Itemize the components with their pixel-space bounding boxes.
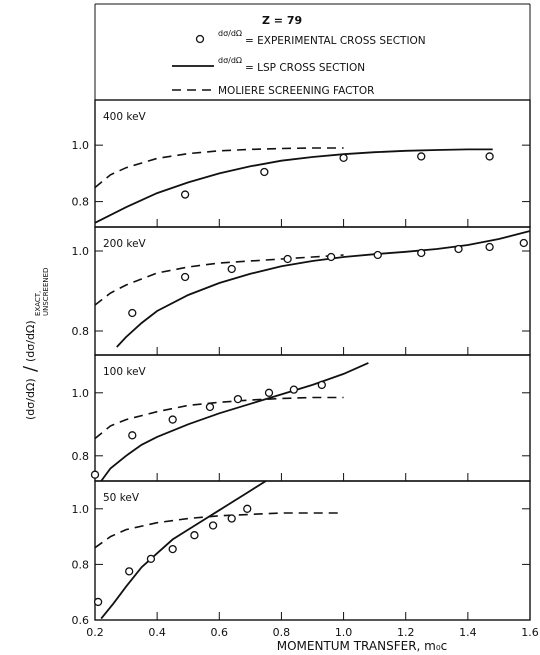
moliere-curve bbox=[94, 512, 344, 549]
experimental-point bbox=[190, 531, 199, 540]
experimental-point bbox=[289, 385, 299, 394]
experimental-point bbox=[227, 514, 236, 523]
legend-frac-2: dσ/dΩ bbox=[218, 56, 242, 65]
experimental-point bbox=[180, 272, 190, 282]
y-tick-label: 0.8 bbox=[72, 558, 90, 571]
y-tick-label: 1.0 bbox=[72, 139, 90, 152]
y-axis-title-sub-bottom: UNSCREENED bbox=[42, 268, 50, 316]
x-tick-label: 1.0 bbox=[335, 626, 353, 639]
panel-label: 50 keV bbox=[103, 492, 140, 504]
legend-z-label: Z = 79 bbox=[262, 14, 302, 27]
moliere-curve bbox=[94, 254, 344, 306]
x-tick-label: 0.6 bbox=[211, 626, 229, 639]
lsp-curve bbox=[94, 148, 493, 224]
legend: Z = 79 dσ/dΩ = EXPERIMENTAL CROSS SECTIO… bbox=[172, 14, 426, 97]
panel-frame bbox=[94, 480, 531, 621]
experimental-point bbox=[168, 415, 177, 424]
legend-item-moliere: MOLIERE SCREENING FACTOR bbox=[218, 85, 374, 97]
experimental-point bbox=[485, 152, 494, 161]
experimental-point bbox=[317, 380, 326, 390]
x-tick-label: 0.8 bbox=[273, 626, 291, 639]
experimental-point bbox=[128, 308, 137, 318]
experimental-point bbox=[205, 402, 215, 412]
y-axis-title-slash: / bbox=[20, 365, 41, 372]
panel-frame bbox=[94, 354, 531, 482]
y-axis-title-main: (dσ/dΩ) bbox=[24, 378, 37, 420]
panel-label: 100 keV bbox=[103, 366, 147, 378]
experimental-point bbox=[485, 242, 494, 252]
legend-item-experimental: = EXPERIMENTAL CROSS SECTION bbox=[245, 35, 426, 47]
legend-item-lsp: = LSP CROSS SECTION bbox=[245, 62, 365, 74]
y-axis-title-denominator: (dσ/dΩ) bbox=[24, 320, 37, 362]
experimental-point bbox=[417, 248, 426, 258]
experimental-point bbox=[417, 152, 426, 161]
experimental-point bbox=[283, 254, 292, 264]
y-tick-label: 1.0 bbox=[72, 245, 90, 258]
y-tick-label: 0.8 bbox=[72, 196, 90, 209]
experimental-point bbox=[260, 167, 269, 177]
experimental-point bbox=[233, 394, 243, 404]
experimental-point bbox=[243, 504, 252, 513]
panel-3: 1.0 0.8 0.6 50 keV bbox=[72, 480, 531, 627]
experimental-point bbox=[339, 153, 348, 163]
lsp-curve bbox=[100, 480, 267, 620]
x-tick-label: 1.2 bbox=[397, 626, 415, 639]
experimental-point bbox=[326, 252, 336, 262]
experimental-point bbox=[227, 264, 236, 274]
panel-frame bbox=[94, 99, 531, 228]
panel-1: 1.0 0.8 200 keV bbox=[72, 226, 531, 356]
x-tick-label: 0.2 bbox=[86, 626, 104, 639]
x-tick-label: 0.4 bbox=[148, 626, 166, 639]
experimental-point bbox=[454, 244, 463, 254]
legend-frac-1: dσ/dΩ bbox=[218, 29, 242, 38]
y-axis-title: (dσ/dΩ) / (dσ/dΩ) EXACT, UNSCREENED bbox=[20, 268, 50, 420]
y-tick-label: 0.6 bbox=[72, 614, 90, 627]
x-axis-title: MOMENTUM TRANSFER, m₀c bbox=[277, 639, 448, 653]
experimental-point bbox=[125, 567, 134, 576]
legend-circle-marker bbox=[195, 34, 205, 44]
x-axis: 0.2 0.4 0.6 0.8 1.0 1.2 1.4 1.6 bbox=[86, 626, 539, 639]
x-tick-label: 1.4 bbox=[459, 626, 477, 639]
panel-label: 200 keV bbox=[103, 238, 147, 250]
moliere-curve bbox=[94, 147, 344, 189]
x-tick-label: 1.6 bbox=[521, 626, 539, 639]
panel-2: 1.0 0.8 100 keV bbox=[72, 354, 531, 482]
experimental-point bbox=[168, 544, 177, 554]
experimental-point bbox=[146, 554, 156, 563]
experimental-point bbox=[128, 431, 137, 440]
panel-0: 1.0 0.8 400 keV bbox=[72, 99, 531, 228]
experimental-point bbox=[208, 521, 218, 530]
y-tick-label: 1.0 bbox=[72, 387, 90, 400]
experimental-point bbox=[90, 470, 100, 479]
experimental-point bbox=[519, 238, 528, 248]
experimental-point bbox=[180, 190, 190, 199]
y-tick-label: 0.8 bbox=[72, 325, 90, 338]
svg-text:dσ/dΩ: dσ/dΩ bbox=[218, 29, 242, 38]
y-axis-title-sub-top: EXACT, bbox=[34, 291, 42, 316]
lsp-curve bbox=[116, 230, 531, 348]
y-tick-label: 1.0 bbox=[72, 503, 90, 516]
y-tick-label: 0.8 bbox=[72, 450, 90, 463]
experimental-point bbox=[373, 250, 382, 260]
experimental-point bbox=[264, 388, 274, 397]
lsp-curve bbox=[100, 362, 369, 482]
experimental-point bbox=[93, 597, 103, 607]
panel-label: 400 keV bbox=[103, 111, 147, 123]
